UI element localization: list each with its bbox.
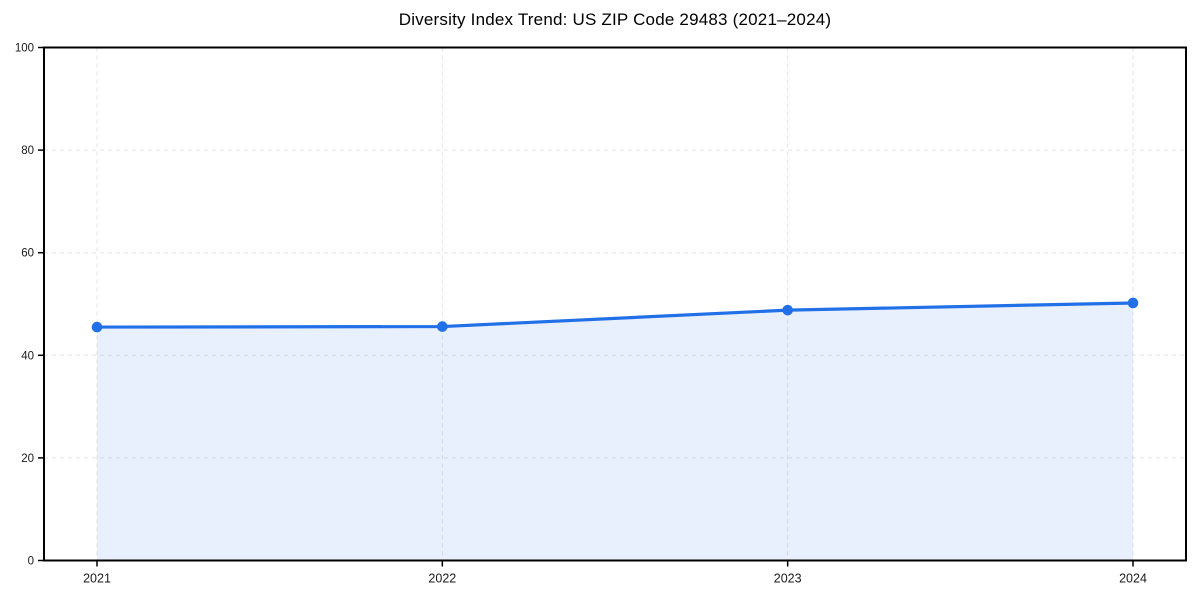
x-tick-label: 2021 — [83, 572, 111, 586]
y-tick-label: 0 — [28, 556, 34, 568]
y-tick-label: 40 — [21, 350, 34, 362]
plot-border — [43, 46, 1187, 562]
x-tick-label: 2023 — [774, 572, 802, 586]
chart-title: Diversity Index Trend: US ZIP Code 29483… — [398, 10, 832, 29]
data-point — [782, 304, 793, 316]
y-tick-label: 80 — [21, 145, 34, 157]
trend-line — [95, 301, 1135, 329]
y-tick-label: 20 — [21, 453, 34, 465]
y-tick-label: 60 — [21, 248, 34, 260]
area-fill — [97, 302, 1133, 561]
data-point — [1127, 297, 1139, 309]
data-point — [91, 321, 103, 333]
x-tick-label: 2022 — [428, 572, 456, 586]
y-tick-label: 100 — [15, 43, 34, 55]
x-tick-label: 2024 — [1119, 572, 1147, 586]
data-point — [437, 321, 448, 332]
